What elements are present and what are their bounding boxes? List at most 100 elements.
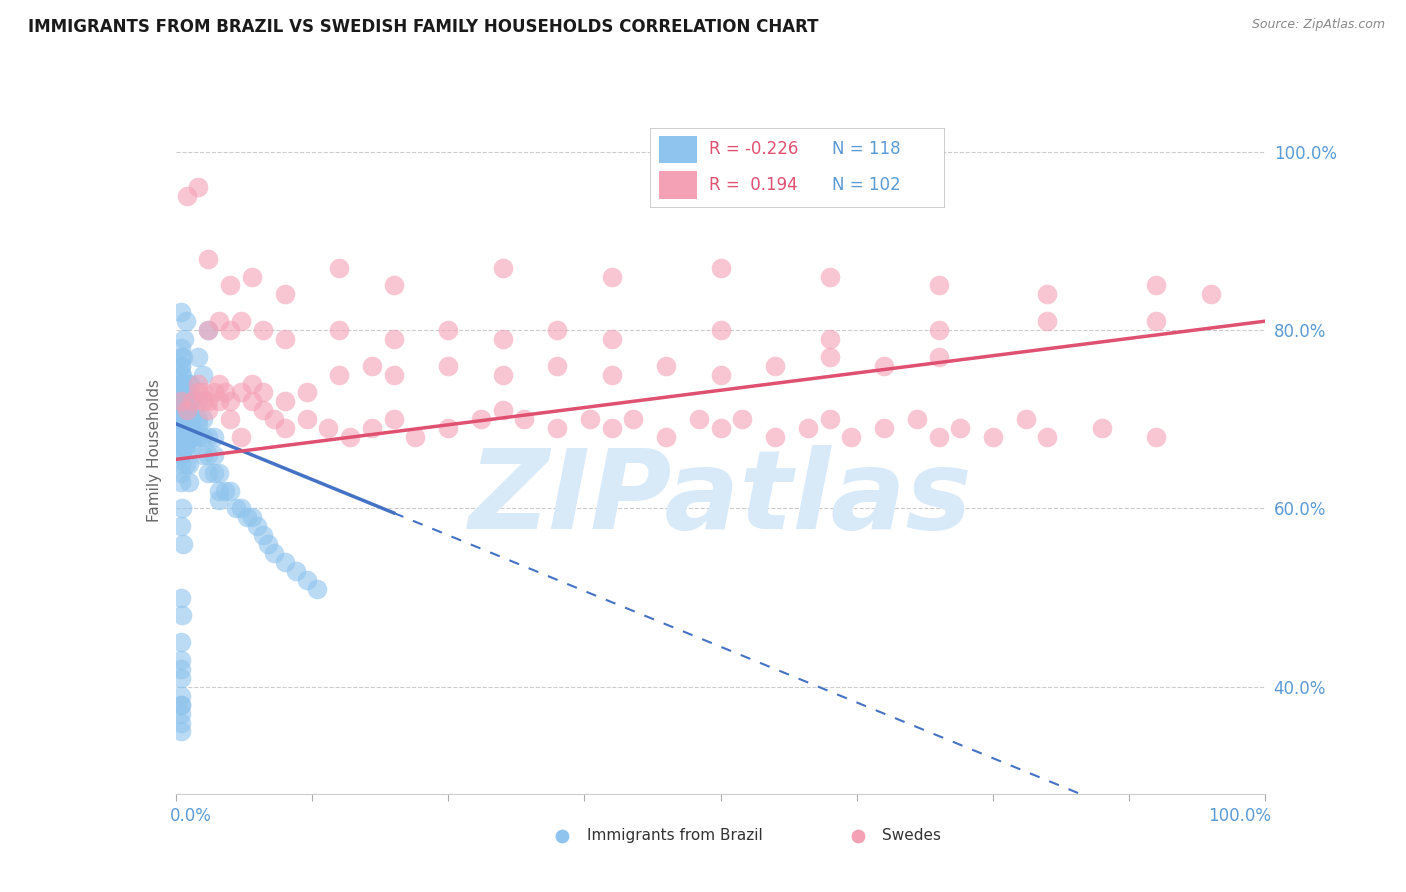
Point <box>360 421 382 435</box>
Point <box>1036 430 1059 444</box>
Point <box>170 394 193 409</box>
Point <box>600 332 623 346</box>
Point <box>252 385 274 400</box>
Point <box>177 394 200 409</box>
Point <box>172 385 194 400</box>
Point <box>170 368 193 382</box>
Point <box>202 466 225 480</box>
Point <box>170 724 193 739</box>
Point <box>176 403 198 417</box>
Point <box>173 421 195 435</box>
Point <box>170 394 193 409</box>
Point <box>172 430 194 444</box>
Point <box>382 332 405 346</box>
Point <box>1144 430 1167 444</box>
Point <box>186 412 209 426</box>
Point <box>818 269 841 284</box>
Point <box>186 376 209 391</box>
Point <box>174 457 197 471</box>
Text: 0.0%: 0.0% <box>170 807 212 825</box>
Point <box>437 421 460 435</box>
Point <box>170 359 193 373</box>
Point <box>225 501 247 516</box>
Point <box>172 421 194 435</box>
Point <box>252 528 274 542</box>
Point <box>240 376 263 391</box>
Point <box>219 278 242 293</box>
Point <box>873 421 896 435</box>
Point <box>197 466 219 480</box>
Point <box>176 421 198 435</box>
Point <box>186 180 209 194</box>
Point <box>360 359 382 373</box>
Text: N = 102: N = 102 <box>832 176 901 194</box>
Point <box>181 412 204 426</box>
Point <box>731 412 754 426</box>
Point <box>763 359 786 373</box>
Point <box>181 430 204 444</box>
Point <box>172 608 194 623</box>
Point <box>513 412 536 426</box>
Point <box>181 421 204 435</box>
Text: 100.0%: 100.0% <box>1208 807 1271 825</box>
Point <box>318 421 340 435</box>
Point <box>170 430 193 444</box>
Point <box>174 439 197 453</box>
Point <box>176 189 198 203</box>
Bar <box>658 136 697 163</box>
Point <box>252 403 274 417</box>
Point <box>208 314 231 328</box>
Point <box>295 573 318 587</box>
Point <box>177 457 200 471</box>
Point <box>170 341 193 355</box>
Point <box>492 368 515 382</box>
Point <box>170 430 193 444</box>
Point <box>600 269 623 284</box>
Point <box>172 537 194 551</box>
Point <box>284 564 307 578</box>
Point <box>546 359 568 373</box>
Point <box>219 483 242 498</box>
Point <box>579 412 602 426</box>
Point <box>492 332 515 346</box>
Point <box>186 385 209 400</box>
Text: R =  0.194: R = 0.194 <box>709 176 797 194</box>
Point <box>905 412 928 426</box>
Point <box>492 260 515 275</box>
Point <box>170 430 193 444</box>
Point <box>202 385 225 400</box>
Text: Immigrants from Brazil: Immigrants from Brazil <box>588 829 762 843</box>
Point <box>170 448 193 462</box>
Text: IMMIGRANTS FROM BRAZIL VS SWEDISH FAMILY HOUSEHOLDS CORRELATION CHART: IMMIGRANTS FROM BRAZIL VS SWEDISH FAMILY… <box>28 18 818 36</box>
Bar <box>658 171 697 199</box>
Point <box>177 430 200 444</box>
Point <box>173 412 195 426</box>
Point <box>928 350 950 364</box>
Point <box>257 537 280 551</box>
Point <box>600 368 623 382</box>
Point <box>600 421 623 435</box>
Point <box>492 403 515 417</box>
Point <box>177 475 200 489</box>
Point <box>197 430 219 444</box>
Point <box>202 430 225 444</box>
Point <box>191 448 214 462</box>
Point <box>186 394 209 409</box>
Point <box>170 412 193 426</box>
Point <box>170 519 193 533</box>
Point <box>949 421 972 435</box>
Point <box>177 403 200 417</box>
Point <box>382 278 405 293</box>
Point <box>710 323 733 337</box>
Point <box>710 368 733 382</box>
Point <box>170 439 193 453</box>
Point <box>170 305 193 319</box>
Point <box>621 412 644 426</box>
Point <box>1036 314 1059 328</box>
Point <box>1091 421 1114 435</box>
Point <box>688 412 710 426</box>
Text: R = -0.226: R = -0.226 <box>709 140 799 159</box>
Point <box>382 412 405 426</box>
Point <box>170 689 193 703</box>
Point <box>1199 287 1222 301</box>
